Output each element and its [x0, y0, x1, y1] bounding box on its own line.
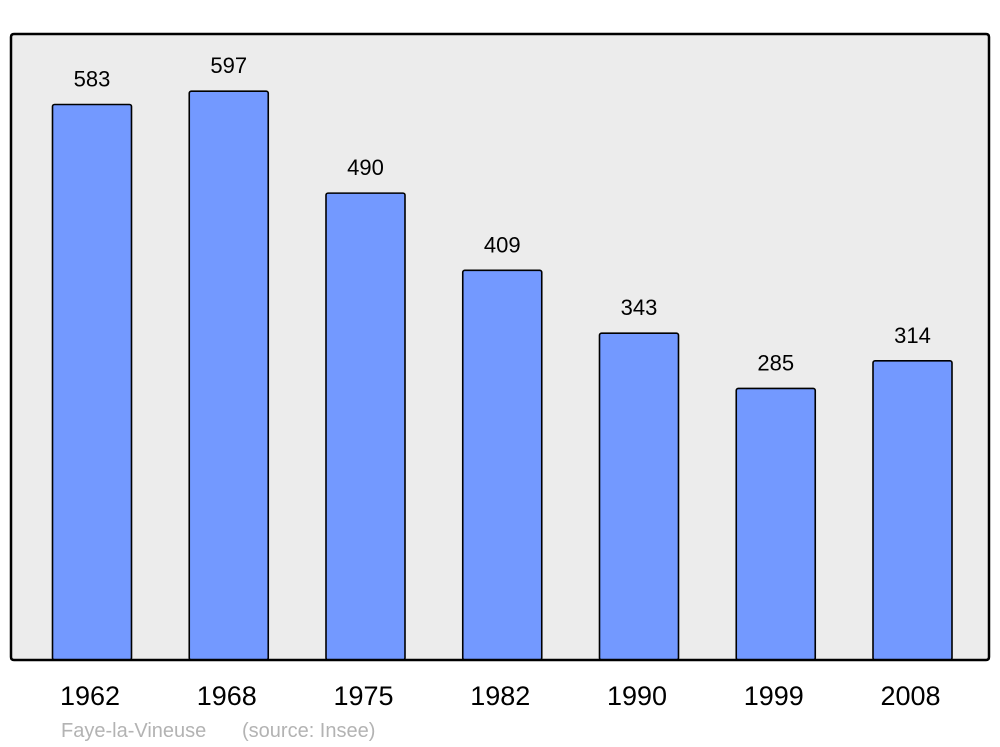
data-label-1968: 597 — [210, 53, 247, 78]
x-tick-label-1962: 1962 — [60, 681, 120, 711]
bar-2008 — [872, 360, 953, 661]
data-label-1982: 409 — [484, 232, 521, 257]
x-tick-label-2008: 2008 — [880, 681, 940, 711]
plot-frame — [9, 32, 991, 662]
bar-1968 — [188, 90, 270, 661]
caption-source: (source: Insee) — [242, 720, 375, 742]
data-label-2008: 314 — [894, 323, 931, 348]
x-tick-label-1999: 1999 — [744, 681, 804, 711]
x-tick-label-1982: 1982 — [470, 681, 530, 711]
bar-1999 — [735, 387, 817, 661]
caption-place: Faye-la-Vineuse — [61, 720, 206, 742]
data-label-1999: 285 — [757, 350, 794, 375]
data-label-1990: 343 — [621, 295, 658, 320]
x-tick-label-1990: 1990 — [607, 681, 667, 711]
x-tick-label-1975: 1975 — [333, 681, 393, 711]
x-tick-label-1968: 1968 — [197, 681, 257, 711]
bar-1975 — [325, 192, 406, 661]
bar-1982 — [461, 269, 543, 661]
bar-1962 — [51, 103, 133, 661]
data-label-1962: 583 — [74, 67, 111, 92]
bar-1990 — [598, 332, 680, 661]
data-label-1975: 490 — [347, 155, 384, 180]
